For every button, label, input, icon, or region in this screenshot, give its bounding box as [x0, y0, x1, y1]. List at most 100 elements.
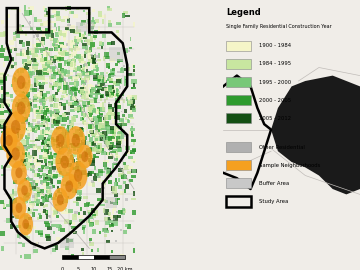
- Bar: [26, 165, 31, 168]
- Bar: [6, 94, 10, 97]
- Bar: [107, 8, 112, 11]
- Bar: [56, 72, 59, 75]
- Bar: [27, 86, 30, 91]
- Bar: [112, 129, 116, 134]
- Bar: [7, 126, 10, 130]
- Bar: [82, 117, 85, 120]
- Bar: [81, 69, 84, 72]
- Ellipse shape: [17, 76, 26, 89]
- Bar: [94, 122, 98, 125]
- Bar: [37, 173, 40, 177]
- Bar: [56, 160, 61, 164]
- Bar: [58, 227, 60, 231]
- Bar: [82, 43, 87, 46]
- Bar: [51, 33, 54, 38]
- Bar: [69, 55, 72, 58]
- Bar: [25, 63, 31, 66]
- Bar: [43, 174, 46, 177]
- Bar: [96, 146, 99, 149]
- Bar: [66, 160, 69, 165]
- Bar: [81, 78, 85, 82]
- Bar: [45, 48, 50, 51]
- Bar: [123, 230, 127, 234]
- Bar: [88, 93, 91, 97]
- Bar: [121, 122, 126, 125]
- Bar: [125, 174, 126, 179]
- Bar: [38, 146, 41, 150]
- Bar: [36, 28, 41, 30]
- Bar: [75, 45, 78, 48]
- Bar: [65, 135, 69, 140]
- Bar: [81, 81, 86, 85]
- Bar: [44, 131, 46, 134]
- Bar: [112, 133, 115, 138]
- Bar: [57, 127, 61, 132]
- Bar: [62, 165, 67, 168]
- Bar: [51, 21, 56, 23]
- Bar: [6, 131, 9, 135]
- Bar: [43, 21, 48, 26]
- Bar: [122, 13, 125, 18]
- Bar: [89, 54, 92, 56]
- Bar: [50, 130, 54, 133]
- Bar: [59, 90, 63, 92]
- Bar: [83, 86, 85, 88]
- Bar: [113, 129, 118, 132]
- Bar: [68, 189, 71, 191]
- Bar: [89, 223, 93, 227]
- Bar: [48, 29, 53, 32]
- Bar: [130, 150, 132, 154]
- Bar: [100, 83, 105, 86]
- Bar: [109, 77, 112, 83]
- Bar: [52, 157, 54, 161]
- Bar: [113, 218, 115, 220]
- Bar: [31, 71, 33, 75]
- Bar: [51, 224, 56, 227]
- Bar: [77, 143, 82, 148]
- Bar: [110, 215, 115, 219]
- Bar: [31, 27, 33, 30]
- Bar: [100, 171, 103, 176]
- Bar: [84, 165, 86, 170]
- Bar: [46, 19, 51, 23]
- Bar: [82, 108, 84, 112]
- Bar: [34, 173, 37, 177]
- Bar: [104, 230, 109, 233]
- Bar: [12, 143, 15, 146]
- Bar: [132, 105, 136, 108]
- Bar: [108, 87, 112, 92]
- Bar: [102, 19, 104, 24]
- Bar: [77, 65, 82, 70]
- Bar: [92, 133, 95, 137]
- Ellipse shape: [53, 188, 68, 212]
- Bar: [57, 130, 59, 134]
- Bar: [10, 209, 15, 212]
- Bar: [120, 229, 122, 231]
- Bar: [31, 126, 37, 128]
- Bar: [56, 153, 59, 157]
- Bar: [34, 68, 38, 72]
- Bar: [131, 87, 136, 89]
- Bar: [59, 74, 62, 77]
- Bar: [49, 163, 51, 166]
- Bar: [27, 192, 29, 195]
- Bar: [71, 40, 73, 43]
- Bar: [22, 163, 27, 166]
- Bar: [112, 120, 115, 124]
- Bar: [118, 91, 121, 93]
- Bar: [27, 128, 30, 133]
- Bar: [92, 58, 96, 63]
- Bar: [9, 49, 12, 53]
- Bar: [56, 237, 60, 241]
- Bar: [19, 107, 23, 112]
- Bar: [45, 139, 50, 144]
- Bar: [65, 130, 69, 135]
- Bar: [53, 110, 57, 114]
- Bar: [15, 65, 17, 70]
- Bar: [29, 108, 33, 111]
- Bar: [99, 132, 104, 135]
- Bar: [88, 158, 91, 162]
- Bar: [28, 152, 30, 156]
- Bar: [59, 109, 61, 111]
- Bar: [102, 171, 104, 173]
